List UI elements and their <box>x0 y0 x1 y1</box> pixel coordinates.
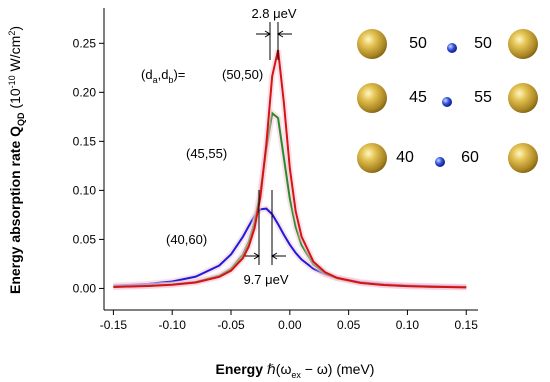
arrow <box>277 30 292 38</box>
line-series <box>113 49 467 289</box>
pair-label-part: a <box>153 75 158 85</box>
y-axis-title: Energy absorption rate QQD (10-10 W/cm2) <box>7 26 26 294</box>
y-tick-label: 0.05 <box>73 232 97 246</box>
y-title-part: W/cm <box>7 36 23 76</box>
series-label: (50,50) <box>222 67 263 82</box>
dot-sphere <box>508 83 538 113</box>
arrow <box>271 252 286 260</box>
y-title-part: ) <box>7 26 23 31</box>
molecule <box>447 43 457 53</box>
x-title-part: ex <box>291 370 301 380</box>
pair-label-part: ,d <box>158 67 169 82</box>
x-tick-label: 0.10 <box>396 318 420 332</box>
x-title-part: Energy <box>216 361 264 377</box>
series-label: (45,55) <box>186 146 227 161</box>
glow <box>113 205 467 290</box>
y-tick-label: 0.20 <box>73 85 97 99</box>
right-distance: 60 <box>461 149 479 166</box>
x-tick-label: -0.10 <box>159 318 187 332</box>
x-axis-title: Energy ℏ(ωex − ω) (meV) <box>216 361 375 380</box>
y-title-part: Energy absorption rate Q <box>7 126 23 294</box>
series-label: (40,60) <box>166 232 207 247</box>
y-tick-label: 0.15 <box>73 134 97 148</box>
width-label: 2.8 μeV <box>251 6 296 21</box>
arrow <box>245 252 260 260</box>
pair-label-part: b <box>168 75 173 85</box>
x-title-part: ℏ(ω <box>263 361 291 377</box>
molecule <box>442 97 452 107</box>
right-distance: 55 <box>474 89 492 106</box>
pair-label-part: )= <box>173 67 185 82</box>
left-distance: 45 <box>409 89 427 106</box>
y-tick-label: 0.00 <box>73 281 97 295</box>
y-tick-label: 0.10 <box>73 183 97 197</box>
y-title-part: (10 <box>7 88 23 112</box>
left-distance: 50 <box>409 35 427 52</box>
right-distance: 50 <box>474 35 492 52</box>
x-tick-label: -0.05 <box>217 318 245 332</box>
y-title-part: QD <box>16 112 26 126</box>
pair-label: (da,db)= <box>141 67 185 85</box>
arrow <box>256 30 271 38</box>
x-tick-label: 0.15 <box>455 318 479 332</box>
x-title-part: − ω) (meV) <box>301 361 375 377</box>
dot-sphere <box>357 143 387 173</box>
y-title-part: 2 <box>7 31 17 36</box>
x-tick-label: -0.15 <box>100 318 128 332</box>
dot-sphere <box>508 143 538 173</box>
y-tick-label: 0.25 <box>73 36 97 50</box>
left-distance: 40 <box>396 149 414 166</box>
molecule <box>435 157 445 167</box>
width-label: 9.7 μeV <box>243 272 288 287</box>
dot-sphere <box>357 29 387 59</box>
dot-sphere <box>508 29 538 59</box>
x-tick-label: 0.05 <box>337 318 361 332</box>
x-tick-label: 0.00 <box>278 318 302 332</box>
dot-sphere <box>357 83 387 113</box>
y-title-part: -10 <box>7 75 17 88</box>
pair-label-part: (d <box>141 67 153 82</box>
